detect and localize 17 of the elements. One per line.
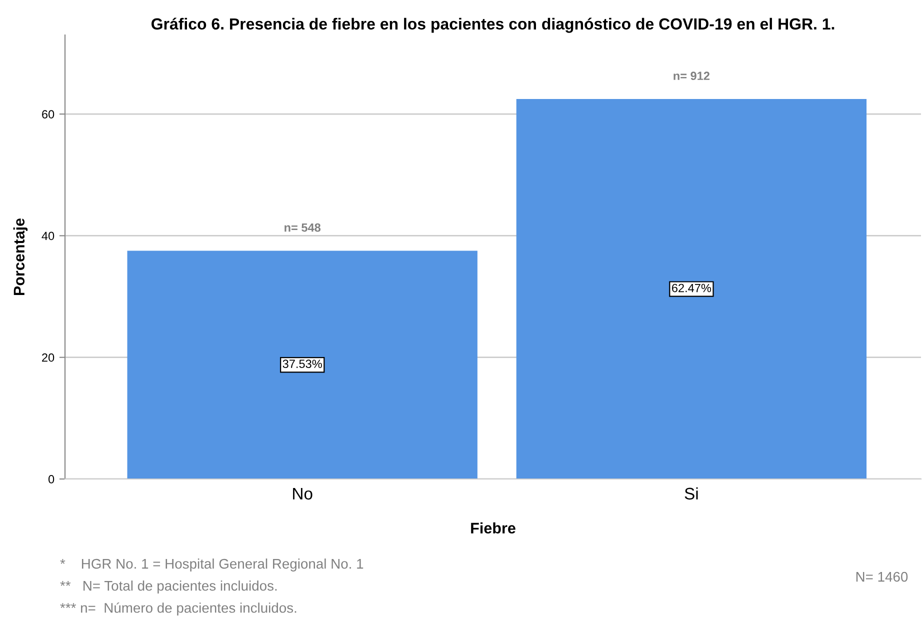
text: * HGR No. 1 = Hospital General Regional No. 1 <box>60 558 364 572</box>
annotation: n= 912 <box>674 72 710 80</box>
x-tick-label: No <box>293 488 312 500</box>
y-tick-label: 40 <box>42 232 54 240</box>
annotation: n= 548 <box>284 223 321 232</box>
y-tick-label: 0 <box>48 475 54 484</box>
text: N= 1460 <box>856 572 908 582</box>
data-label: 62.47% <box>672 284 712 292</box>
text: ** N= Total de pacientes incluidos. <box>60 580 277 594</box>
text: *** n= Número de pacientes incluidos. <box>60 602 296 616</box>
y-tick-label: 60 <box>42 110 54 118</box>
x-tick-label: Si <box>684 487 698 500</box>
y-axis-title: Porcentaje <box>13 218 28 296</box>
y-tick-label: 20 <box>42 353 54 362</box>
chart-title: Gráfico 6. Presencia de fiebre en los pacientes con diagnóstico de COVID-19 en el HGR. 1. <box>152 18 834 33</box>
data-label: 37.53% <box>282 360 322 368</box>
x-axis-title: Fiebre <box>471 522 516 534</box>
